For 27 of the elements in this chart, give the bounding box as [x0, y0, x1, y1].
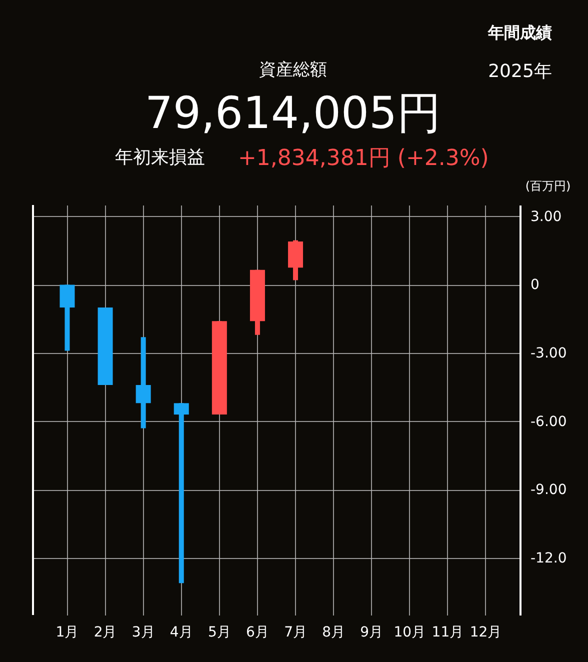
- y-tick-label: -6.00: [530, 414, 567, 430]
- x-tick-label: 4月: [170, 624, 193, 640]
- y-tick-label: -9.00: [530, 482, 567, 498]
- y-axis-title: (百万円): [525, 179, 571, 193]
- text: 年初来損益: [115, 147, 205, 168]
- y-tick-label: -3.00: [530, 346, 567, 362]
- x-tick-label: 7月: [284, 624, 307, 640]
- x-tick-label: 10月: [394, 624, 426, 640]
- x-tick-label: 9月: [360, 624, 384, 640]
- x-tick-label: 8月: [322, 624, 346, 640]
- x-tick-label: 12月: [470, 624, 502, 640]
- y-tick-label: -12.0: [530, 550, 567, 567]
- x-tick-label: 1月: [56, 624, 79, 640]
- chart-subtitle: 79,614,005円: [145, 88, 441, 139]
- candlestick: [136, 337, 151, 428]
- x-tick-label: 6月: [246, 624, 269, 640]
- chart-title: 資産総額: [259, 60, 327, 80]
- y-tick-label: 0: [530, 277, 540, 294]
- candlestick: [60, 284, 75, 351]
- text: 2025年: [488, 61, 552, 82]
- x-tick-label: 11月: [432, 624, 464, 640]
- x-tick-label: 2月: [94, 624, 117, 640]
- y-tick-label: 3.00: [530, 208, 562, 225]
- x-tick-label: 5月: [208, 624, 231, 640]
- text: +1,834,381円 (+2.3%): [238, 146, 489, 171]
- x-tick-label: 3月: [132, 624, 155, 640]
- text: 年間成績: [487, 23, 552, 42]
